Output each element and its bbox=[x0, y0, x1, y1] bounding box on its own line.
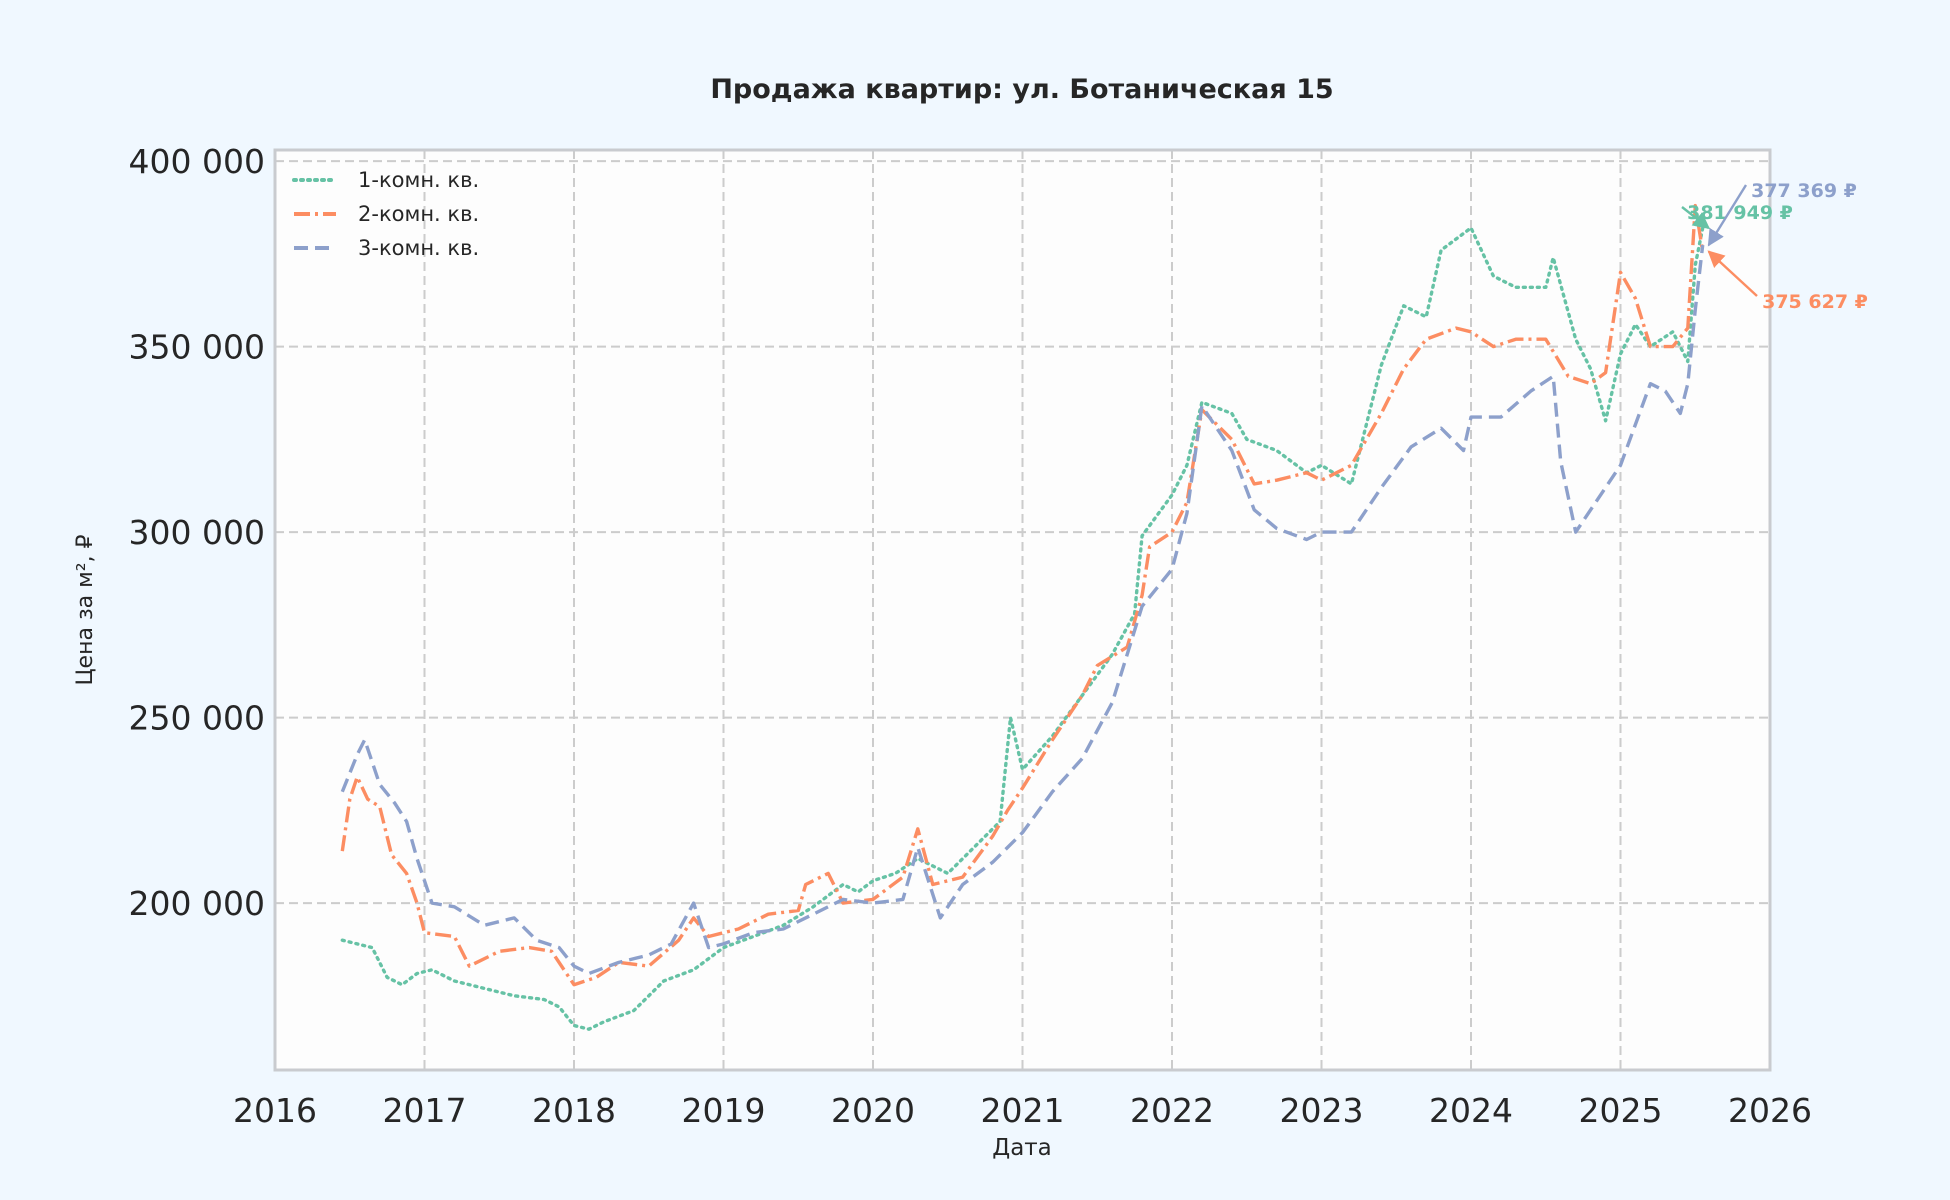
annotation-label-3: 377 369 ₽ bbox=[1751, 180, 1857, 202]
y-axis-label: Цена за м², ₽ bbox=[73, 534, 98, 685]
annotation-arrow-2 bbox=[1707, 250, 1758, 297]
series-line-1 bbox=[340, 226, 1705, 1031]
series-line-2 bbox=[340, 203, 1705, 987]
y-tick-label: 300 000 bbox=[129, 513, 265, 552]
x-tick-label: 2018 bbox=[532, 1091, 616, 1130]
x-axis-ticks: 2016 2017 2018 2019 2020 2021 2022 2023 2024 2025… bbox=[233, 1091, 1812, 1130]
x-tick-label: 2020 bbox=[831, 1091, 915, 1130]
legend-label-3: 3-комн. кв. bbox=[358, 236, 479, 260]
y-tick-label: 250 000 bbox=[129, 699, 265, 738]
y-axis-ticks: 200 000 250 000 300 000 350 000 400 000 bbox=[129, 142, 265, 923]
x-tick-label: 2021 bbox=[981, 1091, 1065, 1130]
y-tick-label: 200 000 bbox=[129, 884, 265, 923]
x-tick-label: 2016 bbox=[233, 1091, 317, 1130]
plot-area bbox=[275, 150, 1770, 1070]
plot-frame bbox=[273, 148, 1772, 1072]
series-lines bbox=[340, 203, 1705, 1031]
x-tick-label: 2019 bbox=[682, 1091, 766, 1130]
end-value-annotations: 381 949 ₽ 375 627 ₽ 377 369 ₽ bbox=[1681, 180, 1868, 313]
y-tick-label: 400 000 bbox=[129, 142, 265, 181]
chart-title: Продажа квартир: ул. Ботаническая 15 bbox=[710, 74, 1333, 105]
annotation-label-2: 375 627 ₽ bbox=[1762, 291, 1868, 313]
x-tick-label: 2022 bbox=[1130, 1091, 1214, 1130]
legend: 1-комн. кв. 2-комн. кв. 3-комн. кв. bbox=[292, 168, 479, 260]
y-tick-label: 350 000 bbox=[129, 328, 265, 367]
annotation-arrow-3 bbox=[1707, 184, 1748, 247]
x-tick-label: 2023 bbox=[1280, 1091, 1364, 1130]
grid-lines bbox=[274, 150, 1771, 1070]
x-axis-label: Дата bbox=[992, 1135, 1052, 1161]
annotation-label-1: 381 949 ₽ bbox=[1687, 202, 1793, 224]
annotation-arrow-1 bbox=[1681, 206, 1711, 230]
x-tick-label: 2026 bbox=[1728, 1091, 1812, 1130]
x-tick-label: 2025 bbox=[1579, 1091, 1663, 1130]
x-tick-label: 2024 bbox=[1429, 1091, 1513, 1130]
legend-label-1: 1-комн. кв. bbox=[358, 168, 479, 192]
series-line-3 bbox=[340, 244, 1705, 976]
legend-label-2: 2-комн. кв. bbox=[358, 202, 479, 226]
x-tick-label: 2017 bbox=[383, 1091, 467, 1130]
